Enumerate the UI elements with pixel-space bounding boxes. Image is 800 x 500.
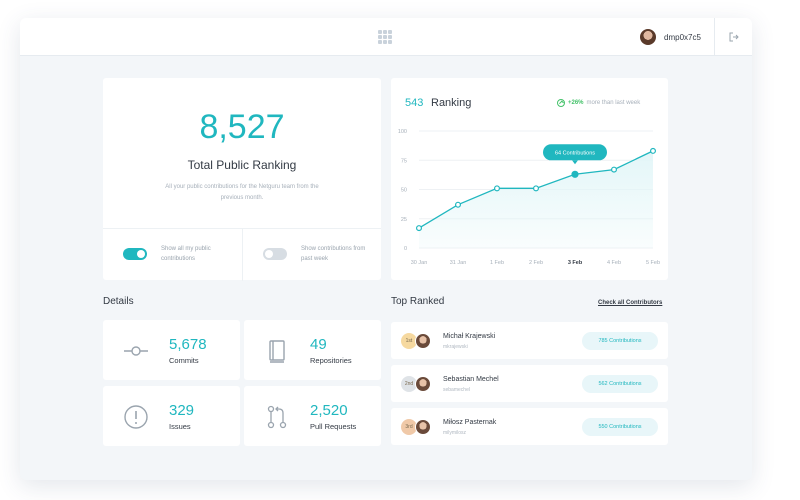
issue-icon xyxy=(124,405,148,429)
y-tick-label: 100 xyxy=(398,129,407,135)
total-ranking-title: Total Public Ranking xyxy=(187,158,297,172)
card-divider-vertical xyxy=(242,229,243,281)
stat-value: 2,520 xyxy=(310,402,348,419)
app-window: dmp0x7c5 8,527 Total Public Ranking All … xyxy=(20,18,752,480)
stat-card-commits: 5,678 Commits xyxy=(103,320,240,380)
x-tick-label: 31 Jan xyxy=(450,260,467,266)
data-point xyxy=(650,147,657,154)
toggle-knob xyxy=(137,250,145,258)
top-bar: dmp0x7c5 xyxy=(20,18,752,56)
stat-card-issues: 329 Issues xyxy=(103,386,240,446)
past-week-label: Show contributions from past week xyxy=(301,246,366,262)
logout-icon[interactable] xyxy=(728,31,740,43)
ranked-avatars: 1st xyxy=(401,333,435,349)
y-tick-label: 75 xyxy=(401,158,407,164)
avatar xyxy=(415,333,431,349)
total-ranking-description: All your public contributions for the Ne… xyxy=(165,184,319,201)
trend-percent: +26% xyxy=(568,100,584,106)
public-contributions-toggle[interactable] xyxy=(123,248,147,260)
y-tick-label: 50 xyxy=(401,188,407,194)
rank-badge: 2nd xyxy=(401,376,417,392)
stat-value: 49 xyxy=(310,336,327,353)
stat-label: Repositories xyxy=(310,356,352,365)
summary-card: 8,527 Total Public Ranking All your publ… xyxy=(103,78,381,281)
ranked-row[interactable]: 2nd Sebastian Mechel sebamechel 562 Cont… xyxy=(391,365,668,402)
ranking-number: 543 xyxy=(405,97,424,109)
contributions-pill[interactable]: 550 Contributions xyxy=(582,418,658,436)
ranking-chart-card: 543 Ranking +26% more than last week 100… xyxy=(391,78,668,280)
x-tick-label: 5 Feb xyxy=(646,260,660,266)
past-week-toggle[interactable] xyxy=(263,248,287,260)
book-icon xyxy=(269,340,285,363)
ranking-line-chart: 100 75 50 25 0 30 Jan 31 Jan 1 Feb 2 Feb 3 Feb 4 F… xyxy=(398,129,660,266)
card-divider xyxy=(103,228,381,229)
contributor-name: Sebastian Mechel xyxy=(443,376,499,383)
stat-label: Issues xyxy=(169,422,191,431)
x-tick-label: 1 Feb xyxy=(490,260,504,266)
check-all-contributors-link[interactable]: Check all Contributors xyxy=(598,300,663,306)
contributions-pill[interactable]: 785 Contributions xyxy=(582,332,658,350)
ranked-row[interactable]: 1st Michał Krajewski mkrajewski 785 Cont… xyxy=(391,322,668,359)
data-point xyxy=(454,201,461,208)
x-tick-label: 4 Feb xyxy=(607,260,621,266)
apps-grid-icon[interactable] xyxy=(378,30,392,44)
stat-label: Commits xyxy=(169,356,199,365)
x-tick-label: 30 Jan xyxy=(411,260,428,266)
stat-label: Pull Requests xyxy=(310,422,357,431)
tooltip-pointer xyxy=(572,160,578,165)
username: dmp0x7c5 xyxy=(664,32,701,42)
total-ranking-number: 8,527 xyxy=(199,108,285,146)
contributor-username: mkrajewski xyxy=(443,344,468,350)
data-point xyxy=(611,166,618,173)
data-point xyxy=(533,185,540,192)
commit-icon xyxy=(124,346,148,356)
contributions-pill[interactable]: 562 Contributions xyxy=(582,375,658,393)
stat-card-repositories: 49 Repositories xyxy=(244,320,381,380)
details-title: Details xyxy=(103,296,134,307)
stat-value: 329 xyxy=(169,402,195,419)
stat-card-pull-requests: 2,520 Pull Requests xyxy=(244,386,381,446)
trend-indicator: +26% more than last week xyxy=(557,99,640,107)
stat-value: 5,678 xyxy=(169,336,207,353)
top-ranked-title: Top Ranked xyxy=(391,296,445,307)
chart-area-fill xyxy=(419,150,653,248)
tooltip-bubble xyxy=(543,144,607,161)
topbar-divider xyxy=(714,18,715,56)
contributor-username: milymilosz xyxy=(443,430,467,436)
public-contributions-label: Show all my public contributions xyxy=(161,246,211,262)
data-point xyxy=(493,185,500,192)
contributor-name: Miłosz Pasternak xyxy=(443,419,497,426)
avatar xyxy=(415,419,431,435)
ranked-avatars: 3rd xyxy=(401,419,435,435)
user-menu[interactable]: dmp0x7c5 xyxy=(640,18,701,56)
contributor-name: Michał Krajewski xyxy=(443,333,496,340)
rank-badge: 1st xyxy=(401,333,417,349)
data-point xyxy=(416,225,423,232)
trend-up-icon xyxy=(557,99,565,107)
data-point xyxy=(571,170,579,178)
ranking-label: Ranking xyxy=(431,97,472,109)
y-tick-label: 25 xyxy=(401,217,407,223)
trend-text: more than last week xyxy=(586,100,641,106)
ranked-row[interactable]: 3rd Miłosz Pasternak milymilosz 550 Cont… xyxy=(391,408,668,445)
toggle-knob xyxy=(265,250,273,258)
tooltip-label: 64 Contributions xyxy=(555,150,595,156)
pull-request-icon xyxy=(267,405,287,429)
rank-badge: 3rd xyxy=(401,419,417,435)
avatar xyxy=(415,376,431,392)
x-tick-label: 2 Feb xyxy=(529,260,543,266)
contributor-username: sebamechel xyxy=(443,387,470,393)
y-tick-label: 0 xyxy=(404,246,407,252)
x-tick-label: 3 Feb xyxy=(568,260,583,266)
ranked-avatars: 2nd xyxy=(401,376,435,392)
avatar xyxy=(640,29,656,45)
